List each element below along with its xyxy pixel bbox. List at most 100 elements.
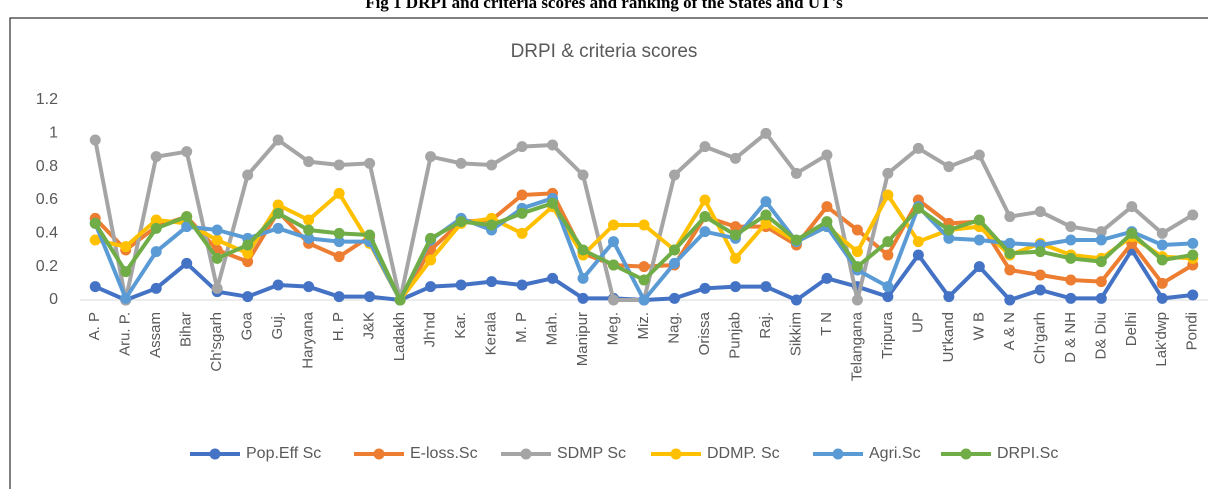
data-point bbox=[790, 234, 802, 246]
data-point bbox=[608, 236, 620, 248]
data-point bbox=[333, 236, 345, 248]
data-point bbox=[882, 249, 894, 261]
data-point bbox=[1095, 292, 1107, 304]
data-point bbox=[1034, 206, 1046, 218]
data-point bbox=[181, 257, 193, 269]
data-point bbox=[120, 292, 132, 304]
data-point bbox=[1126, 201, 1138, 213]
data-point bbox=[821, 149, 833, 161]
data-point bbox=[912, 249, 924, 261]
x-tick-label: Meg. bbox=[604, 312, 621, 345]
y-tick-label: 1.2 bbox=[36, 91, 58, 108]
data-point bbox=[668, 257, 680, 269]
data-point bbox=[608, 219, 620, 231]
x-tick-label: Goa bbox=[239, 311, 256, 340]
legend-label: DDMP. Sc bbox=[707, 445, 780, 462]
data-point bbox=[150, 246, 162, 258]
data-point bbox=[272, 134, 284, 146]
data-point bbox=[150, 214, 162, 226]
x-tick-label: Aru. P. bbox=[117, 312, 134, 356]
data-point bbox=[272, 207, 284, 219]
data-point bbox=[547, 139, 559, 151]
x-tick-label: Pondi bbox=[1184, 312, 1201, 350]
data-point bbox=[303, 224, 315, 236]
data-point bbox=[1034, 284, 1046, 296]
data-point bbox=[303, 281, 315, 293]
data-point bbox=[973, 261, 985, 273]
data-point bbox=[242, 256, 254, 268]
data-point bbox=[211, 234, 223, 246]
data-point bbox=[303, 156, 315, 168]
data-point bbox=[760, 127, 772, 139]
data-point bbox=[211, 282, 223, 294]
data-point bbox=[425, 281, 437, 293]
data-point bbox=[790, 167, 802, 179]
data-point bbox=[333, 291, 345, 303]
data-point bbox=[699, 282, 711, 294]
x-tick-label: Ch'sgarh bbox=[208, 312, 225, 372]
x-tick-label: Delhi bbox=[1123, 312, 1140, 346]
x-tick-label: Assam bbox=[147, 312, 164, 358]
data-point bbox=[943, 291, 955, 303]
data-point bbox=[1187, 249, 1199, 261]
data-point bbox=[181, 221, 193, 233]
x-tick-label: Ch'garh bbox=[1031, 312, 1048, 364]
data-point bbox=[516, 141, 528, 153]
data-point bbox=[1065, 292, 1077, 304]
data-point bbox=[120, 241, 132, 253]
data-point bbox=[699, 226, 711, 238]
data-point bbox=[333, 187, 345, 199]
x-tick-label: Punjab bbox=[726, 312, 743, 359]
x-tick-label: Tripura bbox=[879, 311, 896, 359]
data-point bbox=[150, 282, 162, 294]
x-tick-label: M. P bbox=[513, 312, 530, 343]
x-tick-label: Guj. bbox=[269, 312, 286, 340]
data-point bbox=[912, 236, 924, 248]
data-point bbox=[973, 214, 985, 226]
data-point bbox=[760, 217, 772, 229]
data-point bbox=[1156, 227, 1168, 239]
data-point bbox=[1034, 269, 1046, 281]
data-point bbox=[150, 222, 162, 234]
x-tick-label: Kar. bbox=[452, 312, 469, 339]
data-point bbox=[760, 209, 772, 221]
data-point bbox=[577, 244, 589, 256]
data-point bbox=[516, 279, 528, 291]
data-point bbox=[729, 152, 741, 164]
data-point bbox=[668, 292, 680, 304]
x-tick-label: A & N bbox=[1001, 312, 1018, 350]
y-tick-label: 0.8 bbox=[36, 158, 58, 175]
data-point bbox=[638, 274, 650, 286]
data-point bbox=[699, 194, 711, 206]
data-point bbox=[333, 227, 345, 239]
data-point bbox=[882, 167, 894, 179]
data-point bbox=[181, 146, 193, 158]
data-point bbox=[1065, 234, 1077, 246]
data-point bbox=[1004, 294, 1016, 306]
chart-frame bbox=[9, 17, 1208, 494]
data-point bbox=[455, 157, 467, 169]
x-tick-label: Jh'nd bbox=[422, 312, 439, 347]
data-point bbox=[729, 252, 741, 264]
data-point bbox=[943, 224, 955, 236]
data-point bbox=[851, 224, 863, 236]
data-point bbox=[486, 276, 498, 288]
data-point bbox=[1065, 274, 1077, 286]
data-point bbox=[242, 247, 254, 259]
data-point bbox=[821, 272, 833, 284]
data-point bbox=[425, 254, 437, 266]
data-point bbox=[516, 227, 528, 239]
data-point bbox=[1095, 276, 1107, 288]
data-point bbox=[272, 222, 284, 234]
data-point bbox=[89, 134, 101, 146]
data-point bbox=[760, 196, 772, 208]
data-point bbox=[486, 219, 498, 231]
data-point bbox=[973, 234, 985, 246]
data-point bbox=[608, 259, 620, 271]
data-point bbox=[912, 202, 924, 214]
data-point bbox=[211, 252, 223, 264]
x-tick-label: Bihar bbox=[178, 312, 195, 347]
page-heading: Fig 1 DRPI and criteria scores and ranki… bbox=[365, 0, 843, 12]
data-point bbox=[760, 281, 772, 293]
